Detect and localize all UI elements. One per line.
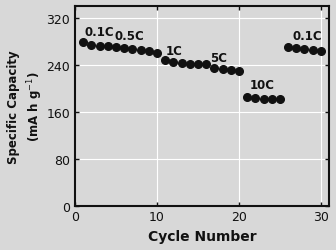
Point: [318, 50, 324, 54]
Y-axis label: Specific Capacity
(mA h g$^{-1}$): Specific Capacity (mA h g$^{-1}$): [7, 50, 45, 163]
Point: [138, 49, 143, 53]
Point: [187, 62, 193, 66]
Point: [154, 52, 160, 56]
Point: [195, 62, 201, 66]
Point: [285, 46, 291, 50]
Point: [81, 41, 86, 45]
Point: [277, 98, 283, 102]
Point: [122, 46, 127, 50]
Point: [245, 96, 250, 100]
Text: 0.5C: 0.5C: [115, 30, 144, 43]
Point: [163, 59, 168, 63]
Point: [171, 60, 176, 64]
Point: [220, 68, 225, 72]
Point: [97, 45, 102, 49]
Point: [269, 97, 275, 101]
Point: [89, 44, 94, 48]
Point: [204, 63, 209, 67]
Point: [212, 67, 217, 71]
Point: [179, 62, 184, 66]
Point: [146, 50, 152, 54]
Text: 0.1C: 0.1C: [85, 26, 115, 39]
Point: [253, 97, 258, 101]
Text: 1C: 1C: [165, 45, 182, 58]
Point: [236, 69, 242, 73]
Point: [261, 97, 266, 101]
X-axis label: Cycle Number: Cycle Number: [148, 229, 256, 243]
Point: [302, 48, 307, 52]
Point: [228, 69, 234, 73]
Point: [105, 45, 111, 49]
Point: [310, 49, 316, 53]
Point: [113, 46, 119, 50]
Point: [294, 47, 299, 51]
Point: [130, 48, 135, 52]
Text: 0.1C: 0.1C: [292, 30, 322, 43]
Text: 5C: 5C: [210, 51, 227, 64]
Text: 10C: 10C: [250, 78, 275, 91]
